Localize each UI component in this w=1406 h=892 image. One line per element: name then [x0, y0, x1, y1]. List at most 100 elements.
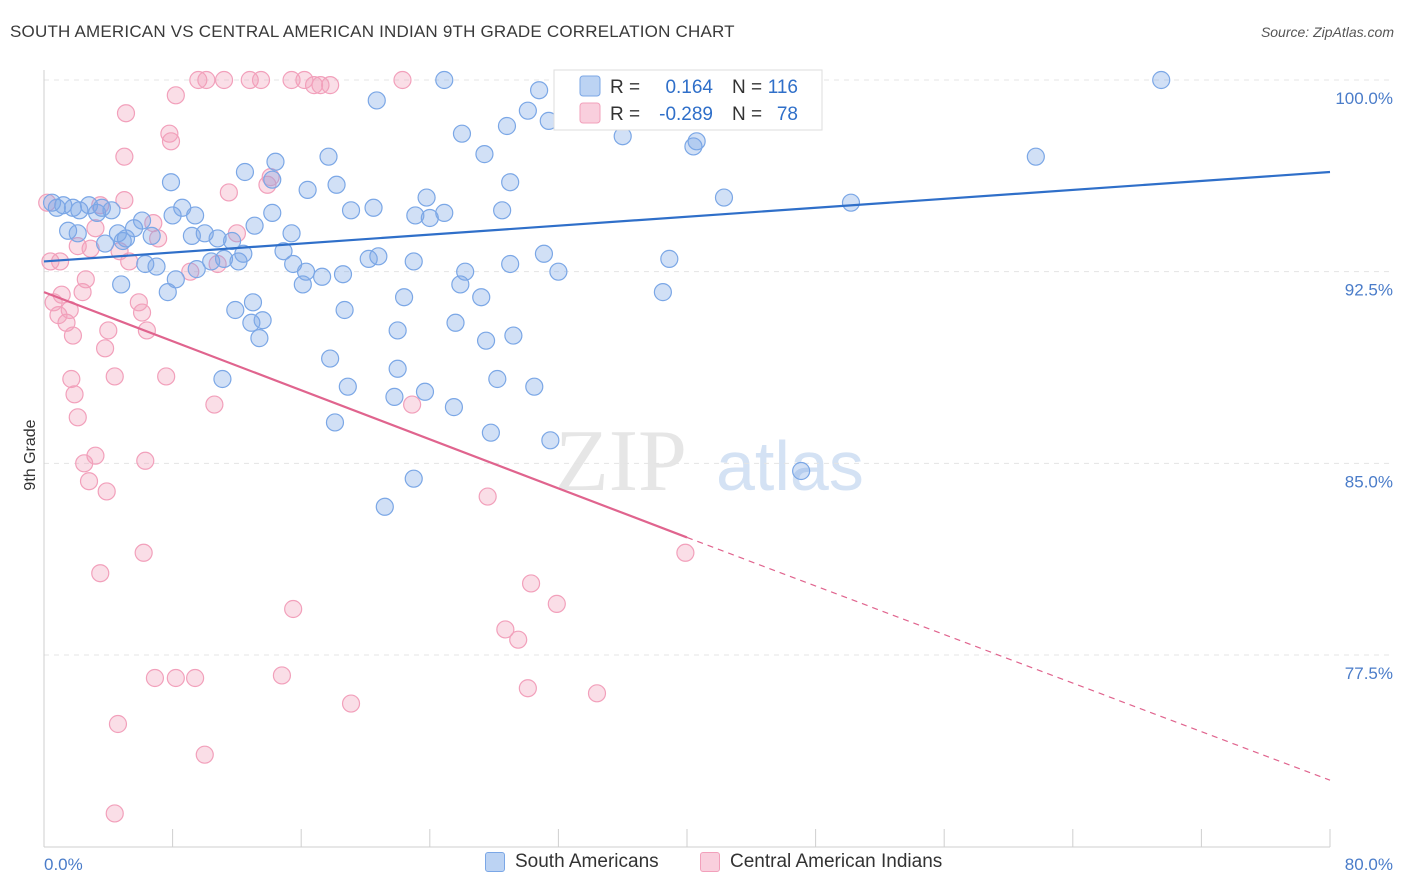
south-americans-point-102 — [660, 249, 679, 268]
central-american-indians-point-45 — [321, 76, 340, 95]
south-americans-point-100 — [687, 132, 706, 151]
legend-r-value-1: -0.289 — [659, 104, 713, 125]
central-american-indians-point-34 — [214, 70, 234, 90]
central-american-indians-point-48 — [62, 369, 81, 389]
central-american-indians-point-16 — [105, 367, 124, 386]
central-american-indians-point-20 — [129, 293, 148, 312]
central-american-indians-point-25 — [157, 367, 176, 386]
legend-swatch-blue — [579, 75, 601, 97]
watermark-zip: ZIP — [555, 413, 687, 510]
legend-swatch-pink — [579, 102, 601, 124]
central-american-indians-point-59 — [145, 668, 165, 688]
south-americans-point-57 — [253, 311, 272, 330]
south-americans-point-67 — [213, 369, 232, 389]
south-americans-point-49 — [369, 247, 388, 266]
south-americans-point-87 — [475, 145, 494, 164]
trend-line-0 — [43, 170, 1331, 263]
series-south-americans — [42, 70, 1171, 516]
south-americans-point-66 — [388, 359, 407, 378]
south-americans-point-14 — [132, 211, 152, 230]
south-americans-point-85 — [435, 70, 454, 90]
central-american-indians-point-21 — [132, 303, 152, 322]
south-americans-point-4 — [70, 201, 89, 220]
south-americans-point-86 — [452, 124, 472, 143]
south-americans-point-61 — [394, 288, 414, 307]
y-tick-labels: 77.5% 85.0% 92.5% 100.0% — [1335, 89, 1393, 683]
central-american-indians-point-53 — [97, 482, 116, 501]
south-americans-point-79 — [161, 173, 181, 192]
south-americans-point-113 — [293, 275, 312, 294]
south-americans-point-30 — [417, 188, 436, 207]
south-americans-point-50 — [404, 252, 423, 271]
south-americans-point-25 — [298, 180, 317, 199]
south-americans-point-103 — [653, 283, 672, 302]
legend-n-value-1: 78 — [777, 104, 798, 125]
south-americans-point-56 — [242, 313, 261, 332]
south-americans-point-65 — [321, 349, 340, 368]
south-americans-point-22 — [245, 216, 264, 235]
legend-item-central-american-indians[interactable]: Central American Indians — [700, 851, 942, 873]
central-american-indians-point-68 — [403, 395, 422, 414]
south-americans-point-99 — [684, 137, 703, 156]
central-american-indians-point-66 — [284, 599, 303, 619]
south-americans-point-101 — [714, 188, 734, 207]
south-americans-point-115 — [504, 326, 523, 345]
south-americans-point-40 — [214, 249, 234, 268]
central-american-indians-point-15 — [99, 321, 118, 340]
south-americans-point-37 — [166, 270, 185, 289]
central-american-indians-point-61 — [186, 668, 205, 688]
central-american-indians-point-71 — [509, 630, 528, 649]
south-americans-point-58 — [250, 329, 269, 348]
central-american-indians-point-64 — [105, 804, 124, 823]
south-americans-point-104 — [792, 461, 811, 481]
south-americans-point-29 — [406, 206, 425, 225]
central-american-indians-point-56 — [116, 104, 136, 123]
trend-line-dashed-1 — [686, 536, 1331, 781]
central-american-indians-point-27 — [160, 124, 179, 143]
south-americans-point-28 — [364, 198, 383, 217]
legend-n-label-0: N = — [732, 77, 762, 98]
south-americans-point-24 — [282, 224, 301, 243]
central-american-indians-point-12 — [86, 219, 105, 238]
south-americans-point-26 — [327, 175, 346, 194]
central-american-indians-point-35 — [219, 183, 238, 202]
south-americans-point-82 — [266, 152, 285, 171]
central-american-indians-point-55 — [136, 451, 155, 470]
south-americans-point-10 — [68, 224, 87, 243]
central-american-indians-point-65 — [272, 666, 292, 685]
central-american-indians-point-18 — [115, 191, 134, 210]
central-american-indians-point-28 — [166, 86, 185, 105]
central-american-indians-point-58 — [134, 543, 153, 562]
x-tick-label-min: 0.0% — [44, 855, 83, 874]
legend-n-value-0: 116 — [768, 77, 798, 98]
south-americans-point-52 — [501, 254, 520, 274]
south-americans-point-42 — [234, 244, 253, 263]
central-american-indians-point-73 — [521, 574, 541, 593]
south-americans-point-43 — [274, 242, 293, 261]
south-americans-point-108 — [534, 244, 554, 263]
central-american-indians-point-26 — [161, 132, 181, 151]
y-tick-label-1: 85.0% — [1345, 472, 1393, 491]
central-american-indians-point-43 — [304, 76, 324, 95]
legend-item-south-americans[interactable]: South Americans — [485, 851, 659, 873]
legend-swatch-central-american-indians — [700, 852, 720, 872]
south-americans-point-21 — [222, 231, 242, 251]
south-americans-point-110 — [95, 234, 115, 253]
south-americans-point-63 — [472, 288, 491, 307]
central-american-indians-point-63 — [195, 745, 214, 764]
south-americans-point-73 — [525, 377, 544, 396]
south-americans-point-53 — [158, 283, 177, 302]
south-americans-point-71 — [444, 398, 464, 417]
central-american-indians-point-14 — [95, 339, 115, 358]
legend-r-value-0: 0.164 — [665, 77, 713, 98]
watermark: ZIP atlas — [555, 413, 864, 510]
central-american-indians-point-44 — [311, 76, 330, 95]
chart-title: SOUTH AMERICAN VS CENTRAL AMERICAN INDIA… — [10, 22, 735, 41]
south-americans-point-23 — [263, 203, 282, 222]
legend-n-label-1: N = — [732, 104, 762, 125]
south-americans-point-64 — [476, 331, 496, 350]
central-american-indians-point-69 — [478, 487, 497, 506]
south-americans-point-38 — [187, 260, 206, 279]
south-americans-point-62 — [446, 313, 465, 332]
